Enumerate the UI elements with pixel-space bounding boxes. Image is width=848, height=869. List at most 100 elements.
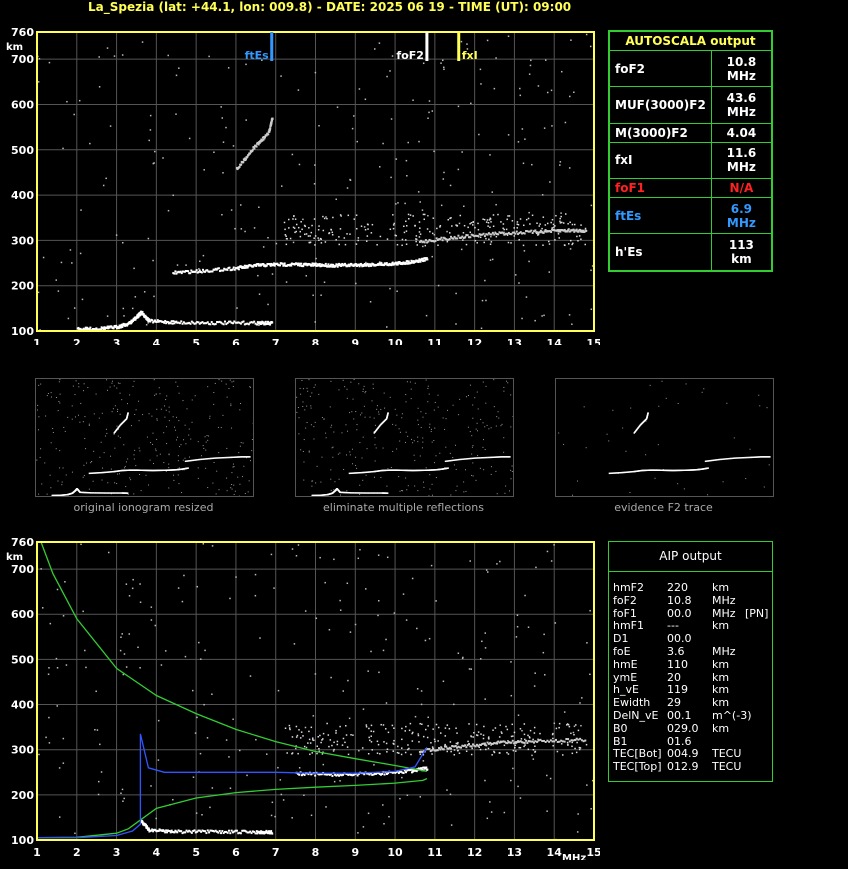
trace-dot bbox=[331, 774, 334, 777]
noise-dot bbox=[630, 407, 632, 409]
aip-cell: TEC[Bot] bbox=[613, 747, 662, 761]
trace-dot bbox=[215, 268, 218, 271]
page-title: La_Spezia (lat: +44.1, lon: 009.8) - DAT… bbox=[88, 0, 572, 14]
noise-dot bbox=[576, 480, 578, 482]
noise-dot bbox=[154, 150, 156, 153]
trace-dot bbox=[368, 492, 370, 494]
echo-dot bbox=[440, 732, 442, 734]
echo-dot bbox=[404, 751, 407, 754]
noise-dot bbox=[117, 408, 119, 410]
trace-dot bbox=[762, 456, 765, 458]
trace-dot bbox=[481, 233, 484, 236]
trace-dot bbox=[151, 828, 154, 831]
noise-dot bbox=[139, 474, 141, 476]
noise-dot bbox=[522, 162, 525, 165]
x-tick-label: 3 bbox=[113, 846, 121, 859]
echo-dot bbox=[314, 235, 317, 237]
trace-dot bbox=[500, 456, 503, 458]
noise-dot bbox=[486, 424, 488, 426]
trace-dot bbox=[416, 259, 419, 262]
echo-dot bbox=[539, 223, 541, 225]
noise-dot bbox=[479, 658, 482, 660]
noise-dot bbox=[106, 315, 109, 317]
aip-cell: km bbox=[712, 619, 730, 633]
noise-dot bbox=[405, 441, 407, 443]
echo-dot bbox=[366, 235, 369, 237]
noise-dot bbox=[560, 212, 562, 214]
trace-dot bbox=[205, 322, 208, 325]
echo-dot bbox=[380, 723, 382, 726]
noise-dot bbox=[349, 631, 352, 633]
noise-dot bbox=[465, 396, 467, 398]
trace-dot bbox=[269, 832, 272, 835]
echo-dot bbox=[527, 734, 529, 737]
trace-dot bbox=[395, 263, 398, 266]
trace-dot bbox=[198, 269, 201, 272]
trace-dot bbox=[560, 739, 563, 742]
noise-dot bbox=[245, 119, 247, 121]
trace-dot bbox=[506, 742, 509, 745]
aip-cell: 20 bbox=[667, 670, 681, 684]
noise-dot bbox=[510, 779, 512, 782]
noise-dot bbox=[654, 477, 656, 479]
trace-dot bbox=[365, 471, 367, 474]
trace-dot bbox=[224, 456, 227, 459]
trace-dot bbox=[390, 264, 393, 267]
noise-dot bbox=[93, 413, 95, 415]
trace-dot bbox=[722, 458, 725, 460]
trace-dot bbox=[521, 741, 524, 744]
noise-dot bbox=[168, 487, 170, 489]
trace-dot bbox=[753, 456, 755, 458]
noise-dot bbox=[79, 421, 81, 423]
noise-dot bbox=[354, 623, 357, 626]
noise-dot bbox=[120, 636, 122, 638]
trace-dot bbox=[335, 774, 338, 777]
trace-dot bbox=[253, 320, 256, 323]
noise-dot bbox=[460, 40, 463, 43]
noise-dot bbox=[319, 556, 321, 559]
noise-dot bbox=[546, 810, 548, 812]
noise-dot bbox=[768, 464, 770, 466]
echo-dot bbox=[516, 223, 519, 225]
trace-dot bbox=[258, 141, 261, 144]
noise-dot bbox=[469, 384, 471, 386]
trace-dot bbox=[209, 323, 212, 326]
noise-dot bbox=[425, 467, 427, 469]
autoscala-label: ftEs bbox=[609, 196, 712, 235]
aip-cell: km bbox=[712, 581, 730, 594]
echo-dot bbox=[506, 728, 509, 731]
noise-dot bbox=[239, 445, 241, 447]
echo-dot bbox=[393, 727, 395, 729]
noise-dot bbox=[190, 438, 192, 440]
trace-dot bbox=[360, 263, 363, 266]
trace-dot bbox=[522, 741, 525, 744]
echo-dot bbox=[574, 747, 576, 750]
noise-dot bbox=[373, 476, 375, 478]
noise-dot bbox=[353, 379, 355, 381]
noise-dot bbox=[572, 731, 575, 734]
thumbnail-caption: original ionogram resized bbox=[73, 501, 214, 514]
trace-dot bbox=[628, 471, 630, 473]
trace-dot bbox=[764, 456, 766, 458]
noise-dot bbox=[296, 396, 298, 398]
noise-dot bbox=[358, 383, 360, 385]
echo-dot bbox=[539, 732, 541, 735]
trace-dot bbox=[202, 458, 205, 460]
trace-dot bbox=[344, 262, 347, 265]
noise-dot bbox=[386, 556, 389, 559]
trace-dot bbox=[273, 262, 276, 265]
trace-dot bbox=[456, 459, 458, 461]
noise-dot bbox=[106, 379, 108, 381]
echo-dot bbox=[450, 750, 452, 753]
trace-dot bbox=[112, 327, 115, 330]
echo-dot bbox=[558, 726, 560, 729]
noise-dot bbox=[369, 416, 371, 418]
aip-cell: km bbox=[712, 696, 730, 710]
noise-dot bbox=[315, 257, 317, 260]
noise-dot bbox=[463, 481, 465, 483]
echo-dot bbox=[498, 752, 501, 754]
noise-dot bbox=[125, 486, 127, 488]
noise-dot bbox=[114, 405, 116, 407]
echo-dot bbox=[553, 226, 555, 229]
noise-dot bbox=[58, 381, 60, 383]
